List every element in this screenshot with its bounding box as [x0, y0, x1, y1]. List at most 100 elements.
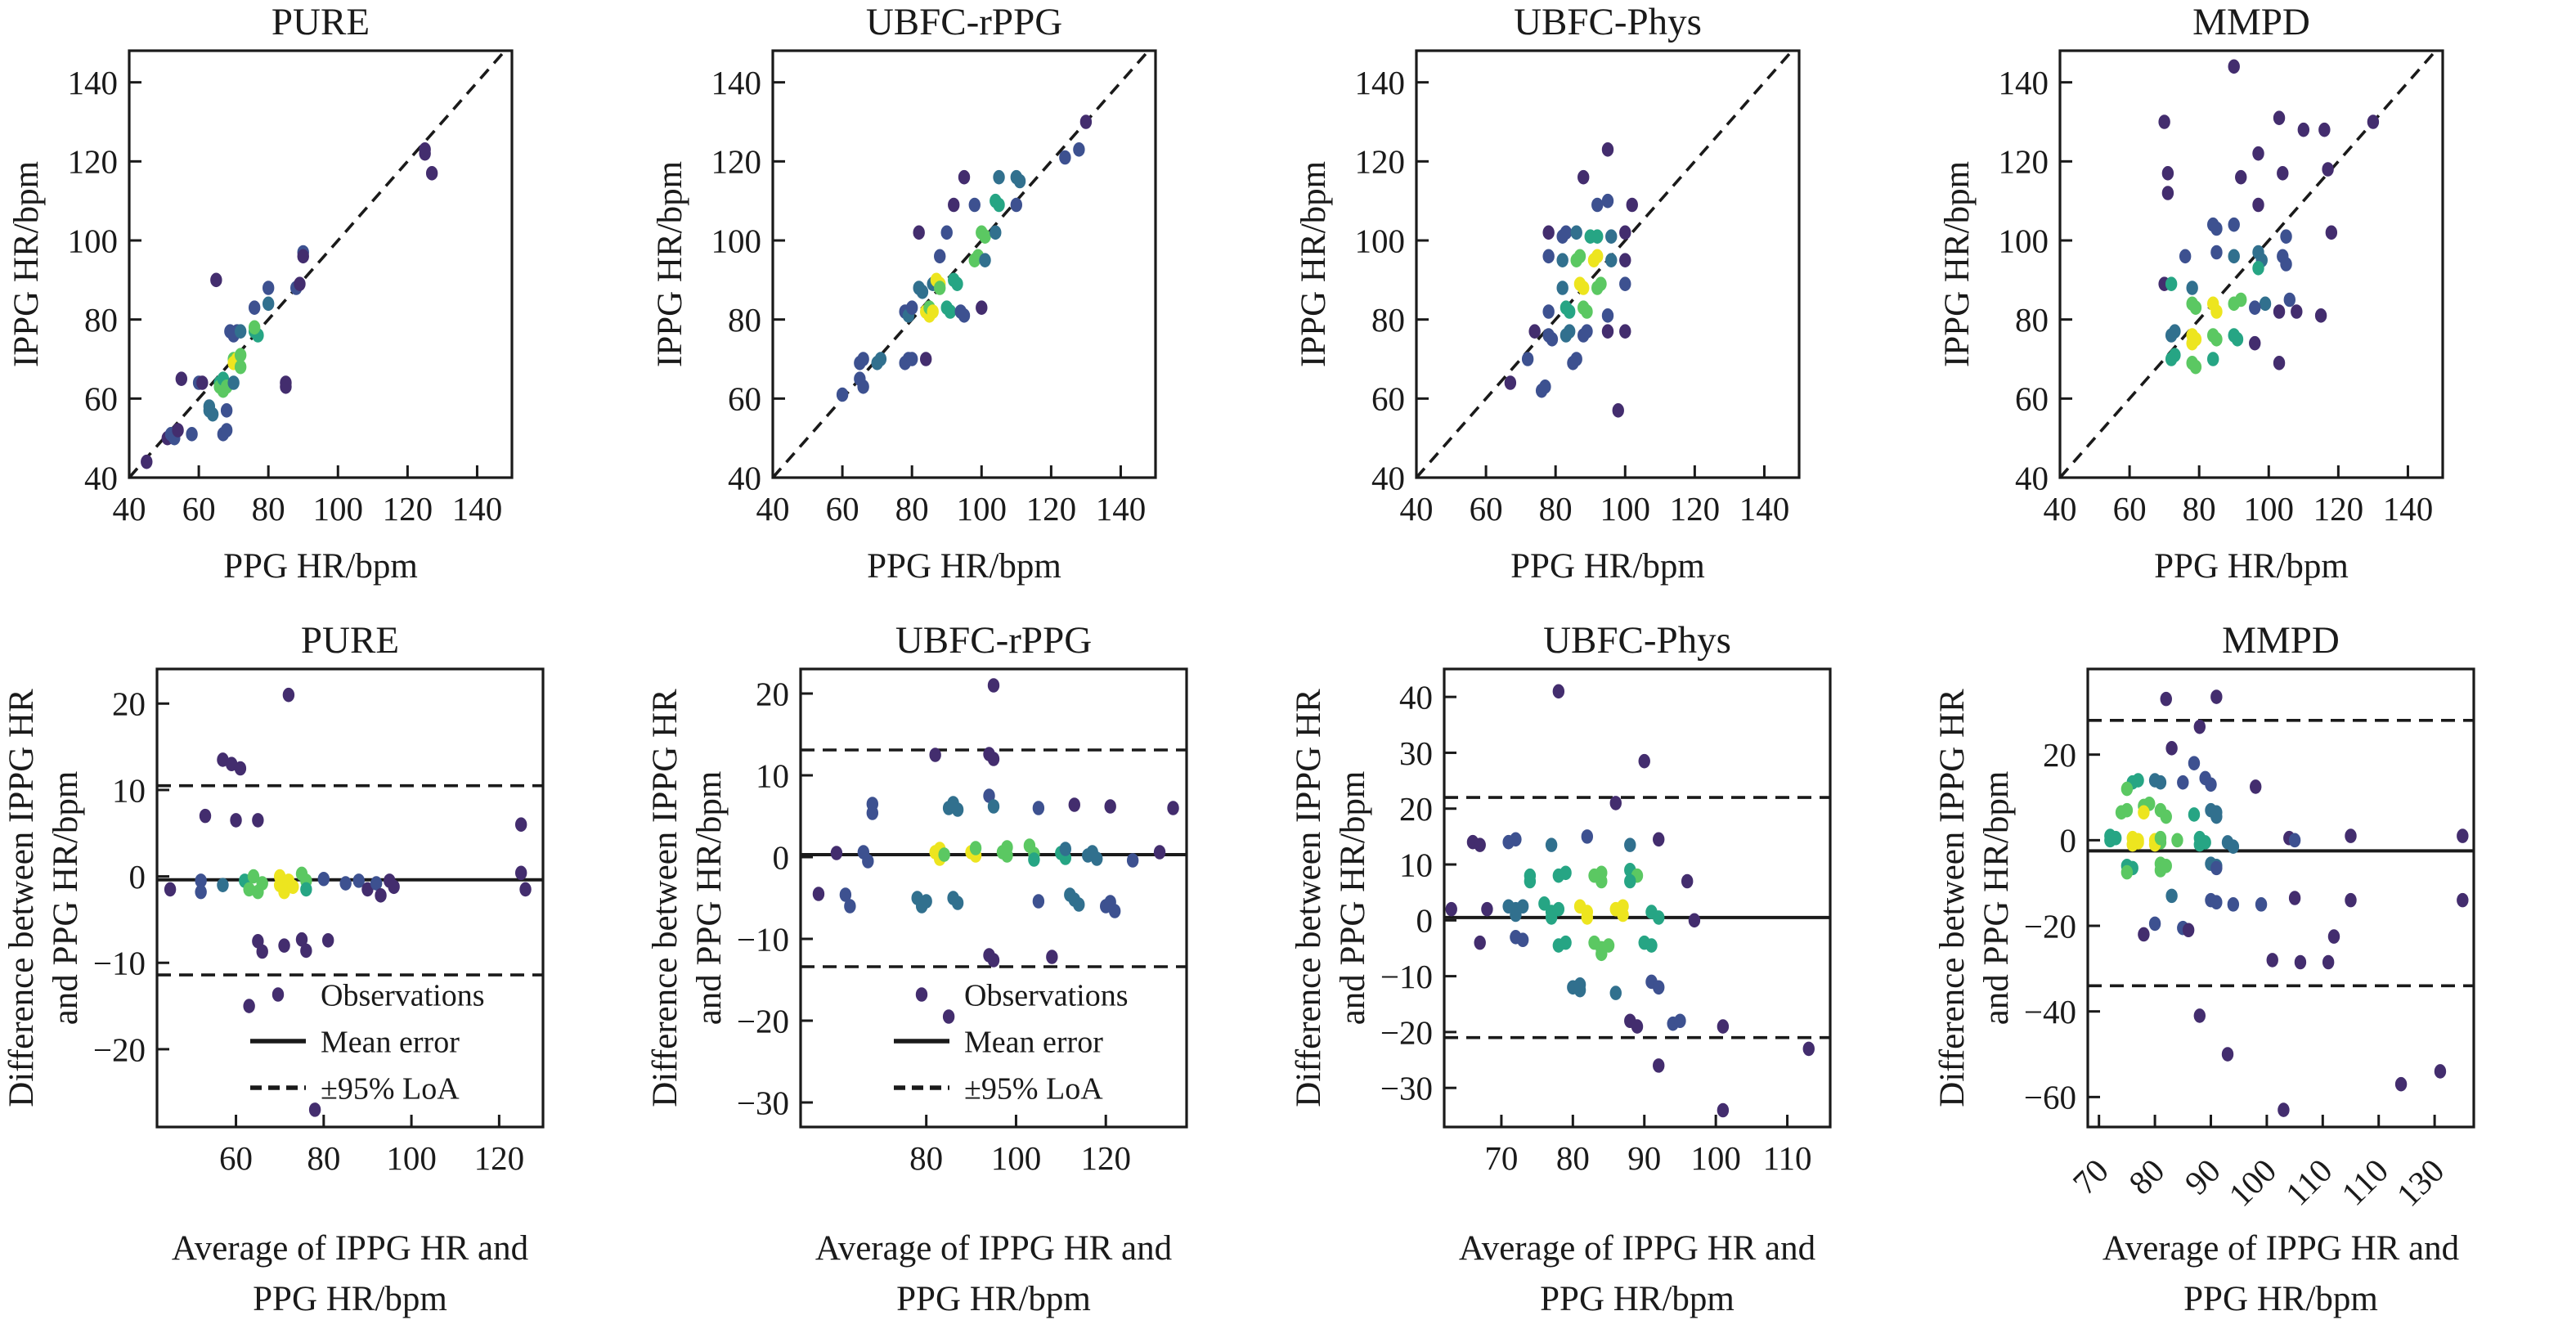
data-point	[983, 788, 995, 803]
data-point	[1059, 150, 1071, 165]
data-point	[1601, 324, 1614, 339]
x-tick-label: 60	[2113, 490, 2147, 528]
data-point	[278, 938, 290, 953]
data-point	[248, 320, 261, 335]
data-point	[419, 146, 431, 161]
data-point	[1108, 904, 1121, 918]
data-point	[370, 876, 383, 891]
data-point	[1688, 913, 1701, 928]
data-point	[2182, 923, 2195, 938]
y-axis-label: and PPG HR/bpm	[1334, 771, 1372, 1026]
y-axis-label: IPPG HR/bpm	[7, 161, 46, 367]
data-point	[2325, 225, 2338, 240]
axis-box	[155, 667, 545, 1129]
y-tick-label: −10	[93, 945, 146, 982]
data-point	[206, 406, 219, 422]
data-point	[1617, 899, 1629, 914]
x-axis-label: PPG HR/bpm	[223, 547, 418, 586]
data-point	[234, 348, 247, 362]
data-point	[1552, 901, 1565, 917]
y-tick-label: 10	[1399, 846, 1433, 883]
data-point	[1073, 142, 1085, 157]
y-tick-label: −20	[737, 1002, 789, 1039]
x-tick-label: 120	[1026, 490, 1077, 528]
identity-line	[2058, 49, 2437, 479]
data-point	[1474, 935, 1486, 950]
data-point	[195, 873, 207, 888]
data-point	[2227, 897, 2240, 912]
x-tick-label: 80	[1556, 1139, 1590, 1177]
data-point	[2154, 830, 2167, 846]
data-point	[2288, 833, 2301, 848]
data-point	[920, 894, 932, 909]
data-point	[968, 197, 981, 213]
data-point	[317, 871, 330, 887]
data-point	[2165, 276, 2178, 291]
data-point	[1153, 845, 1166, 860]
y-tick-label: 140	[1355, 64, 1406, 101]
data-point	[2210, 809, 2223, 824]
data-point	[2189, 359, 2202, 375]
x-tick-label: 130	[2389, 1152, 2451, 1214]
data-point	[388, 879, 400, 895]
data-point	[2154, 775, 2167, 790]
data-point	[2171, 833, 2183, 848]
data-point	[262, 281, 275, 295]
data-point	[2327, 929, 2340, 944]
data-point	[352, 873, 365, 888]
data-point	[234, 359, 247, 375]
data-point	[1619, 324, 1631, 339]
data-point	[958, 308, 971, 323]
data-point	[1013, 173, 1026, 189]
data-point	[2250, 779, 2262, 794]
chart-svg: PURE 40 60 80 100 120 140 40 60 80 100 120 140 PPG HR…	[7, 1, 514, 586]
data-point	[297, 249, 309, 264]
data-point	[247, 869, 260, 884]
legend-observations-label: Observations	[321, 978, 485, 1012]
data-point	[1601, 308, 1614, 323]
axis-box	[799, 667, 1188, 1129]
x-tick-label: 90	[1627, 1139, 1661, 1177]
axis-box	[2058, 49, 2444, 479]
data-point	[2132, 773, 2144, 788]
y-tick-label: 80	[1371, 301, 1405, 339]
x-tick-label: 80	[1539, 490, 1573, 528]
data-point	[1059, 842, 1072, 856]
x-tick-label: 80	[895, 490, 929, 528]
data-point	[300, 943, 312, 959]
data-point	[2228, 249, 2240, 264]
data-point	[1573, 977, 1586, 992]
data-point	[2273, 110, 2286, 125]
y-tick-label: −30	[737, 1084, 789, 1121]
y-tick-label: 60	[2015, 380, 2049, 418]
x-axis-label: Average of IPPG HR and	[2103, 1229, 2459, 1268]
data-point	[1516, 899, 1529, 914]
axis-box	[2086, 667, 2475, 1129]
data-point	[990, 225, 1002, 240]
subplot-scatter-pure: PURE 40 60 80 100 120 140 40 60 80 100 120 140 PPG HR…	[0, 0, 644, 622]
data-point	[1653, 980, 1665, 995]
data-point	[2266, 953, 2278, 968]
data-point	[2259, 296, 2272, 312]
x-tick-label: 70	[2066, 1152, 2116, 1202]
data-point	[321, 932, 334, 948]
data-point	[2280, 257, 2292, 272]
data-point	[857, 352, 869, 366]
data-point	[1546, 332, 1559, 347]
x-tick-label: 60	[826, 490, 859, 528]
x-axis-label: Average of IPPG HR and	[1459, 1229, 1815, 1268]
y-axis-label: Difference between IPPG HR	[2, 689, 41, 1107]
data-point	[1104, 799, 1116, 814]
data-point	[1542, 304, 1555, 319]
data-point	[1510, 832, 1522, 847]
x-axis-label: PPG HR/bpm	[2154, 547, 2349, 586]
data-point	[2322, 954, 2335, 970]
data-point	[1032, 894, 1045, 909]
data-point	[2273, 304, 2286, 319]
x-tick-label: 40	[1400, 490, 1434, 528]
data-point	[812, 887, 825, 901]
x-tick-label: 40	[756, 490, 790, 528]
